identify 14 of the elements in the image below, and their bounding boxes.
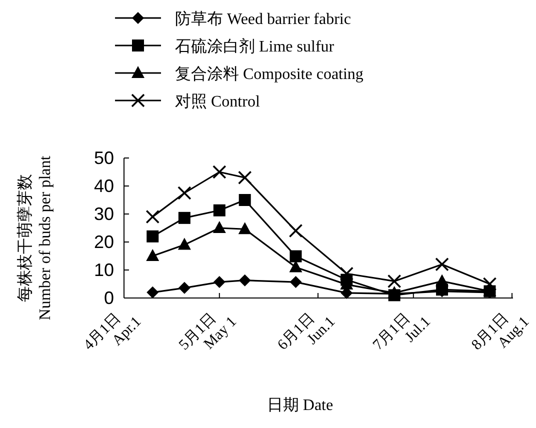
legend-label: 复合涂料 Composite coating — [175, 65, 364, 83]
legend-label: 对照 Control — [175, 92, 260, 110]
legend-label: 石硫涂白剂 Lime sulfur — [175, 38, 335, 56]
y-axis-title: 每株枝干萌孽芽数 Number of buds per plant — [16, 155, 54, 320]
legend-label: 防草布 Weed barrier fabric — [175, 10, 351, 28]
x-tick-label: 7月1日 Jul.1 — [370, 310, 434, 354]
y-tick-label: 30 — [94, 204, 114, 224]
x-axis-title: 日期 Date — [266, 396, 334, 414]
y-tick-label: 20 — [94, 232, 114, 252]
y-tick-label: 40 — [94, 176, 114, 196]
y-tick-label: 50 — [94, 148, 114, 168]
y-tick-label: 0 — [104, 288, 114, 308]
y-tick-label: 10 — [94, 260, 114, 280]
x-tick-label: 5月1日 May 1 — [176, 310, 240, 354]
